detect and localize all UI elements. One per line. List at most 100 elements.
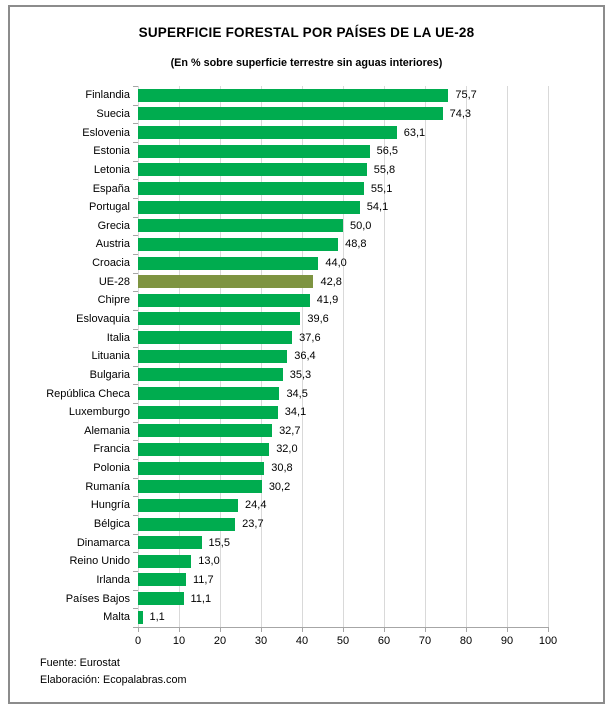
value-label: 23,7 — [242, 518, 264, 531]
x-tick-label: 30 — [254, 634, 268, 647]
category-label: Letonia — [93, 163, 130, 176]
bar-row: Italia 37,6 — [107, 328, 549, 347]
x-tick-label: 70 — [418, 634, 432, 647]
category-label: Lituania — [91, 350, 130, 363]
bar-row: Portugal 54,1 — [89, 198, 549, 217]
category-label: Polonia — [93, 462, 130, 475]
category-label: Portugal — [89, 201, 130, 214]
category-axis-tick — [133, 272, 138, 274]
chart-title: SUPERFICIE FORESTAL POR PAÍSES DE LA UE-… — [138, 25, 475, 40]
bar — [138, 126, 397, 140]
value-label: 44,0 — [325, 257, 347, 270]
bar-row: Finlandia 75,7 — [85, 86, 549, 105]
bar — [138, 387, 280, 401]
x-tick-label: 80 — [459, 634, 473, 647]
value-label: 42,8 — [320, 275, 342, 288]
bar — [138, 88, 449, 102]
value-label: 11,7 — [192, 573, 214, 586]
value-label: 32,0 — [276, 443, 298, 456]
bar-row: Croacia 44,0 — [92, 254, 549, 273]
value-label: 32,7 — [279, 424, 301, 437]
category-label: Italia — [106, 331, 130, 344]
category-axis-tick — [133, 347, 138, 349]
category-label: Grecia — [97, 219, 130, 232]
footer: Fuente: Eurostat Elaboración: Ecopalabra… — [40, 655, 186, 689]
value-label: 74,3 — [449, 107, 472, 120]
x-tick-label: 90 — [500, 634, 514, 647]
value-label: 55,1 — [370, 182, 393, 195]
bar-row: España 55,1 — [93, 179, 549, 198]
bar — [138, 293, 310, 307]
bar-row: Lituania 36,4 — [91, 347, 549, 366]
category-label: Bélgica — [93, 518, 130, 531]
value-label: 30,2 — [268, 480, 291, 493]
category-label: Francia — [93, 443, 130, 456]
category-axis-tick — [133, 291, 138, 293]
value-label: 15,5 — [208, 536, 230, 549]
elaboration-note: Elaboración: Ecopalabras.com — [40, 674, 187, 686]
bar-row: UE-28 42,8 — [99, 272, 549, 291]
value-label: 34,1 — [284, 406, 307, 419]
value-label: 36,4 — [294, 350, 316, 363]
value-label: 11,1 — [190, 592, 212, 605]
bar — [138, 256, 319, 270]
bar — [138, 536, 202, 550]
gridline — [466, 86, 467, 627]
bar-row: Letonia 55,8 — [94, 161, 549, 180]
bar-row: Polonia 30,8 — [93, 459, 549, 478]
category-axis-tick — [133, 589, 138, 591]
category-axis-tick — [133, 253, 138, 255]
bar-row: Rumanía 30,2 — [85, 477, 549, 496]
x-axis-tick — [138, 627, 139, 632]
category-label: Estonia — [93, 145, 130, 158]
bar-row: Suecia 74,3 — [96, 105, 549, 124]
category-label: Reino Unido — [69, 555, 130, 568]
bar — [138, 424, 273, 438]
plot-area: Finlandia 75,7 Suecia 74,3 Eslovenia 63,1 Esto… — [46, 86, 549, 628]
category-label: Hungría — [90, 499, 130, 512]
category-label: Austria — [95, 238, 130, 251]
category-axis-tick — [133, 123, 138, 125]
bar-row: Chipre 41,9 — [98, 291, 549, 310]
category-axis-tick — [133, 571, 138, 573]
chart-frame: SUPERFICIE FORESTAL POR PAÍSES DE LA UE-… — [8, 5, 605, 704]
value-label: 35,3 — [289, 368, 312, 381]
bar-row: Bélgica 23,7 — [94, 515, 549, 534]
category-label: Croacia — [92, 257, 130, 270]
bar-row: Malta 1,1 — [103, 608, 549, 627]
x-tick-label: 50 — [336, 634, 350, 647]
bar — [138, 498, 239, 512]
bar-row: Alemania 32,7 — [84, 422, 549, 441]
bar — [138, 163, 367, 177]
category-label: UE-28 — [98, 275, 130, 288]
gridline — [425, 86, 426, 627]
category-label: Eslovaquia — [76, 313, 130, 325]
category-label: Dinamarca — [76, 536, 130, 549]
x-tick-label: 40 — [295, 634, 309, 647]
gridline — [548, 86, 549, 627]
category-axis-tick — [133, 216, 138, 218]
x-tick-label: 20 — [213, 634, 227, 647]
value-label: 48,8 — [345, 238, 367, 251]
value-label: 13,0 — [198, 555, 220, 568]
bar — [138, 219, 343, 233]
category-axis-tick — [133, 403, 138, 405]
category-label: Bulgaria — [89, 368, 130, 381]
bar-row: Dinamarca 15,5 — [77, 533, 549, 552]
gridline — [343, 86, 344, 627]
category-axis-tick — [133, 421, 138, 423]
category-label: Chipre — [97, 294, 130, 307]
value-label: 50,0 — [350, 219, 372, 232]
x-axis-tick — [179, 627, 180, 632]
x-axis-tick — [384, 627, 385, 632]
bar — [138, 442, 270, 456]
x-axis-tick — [548, 627, 549, 632]
value-label: 41,9 — [316, 294, 339, 307]
value-label: 30,8 — [271, 462, 293, 475]
category-axis-tick — [133, 160, 138, 162]
x-axis-labels: 0 10 20 30 40 50 60 70 80 90 100 — [135, 634, 557, 650]
category-axis-tick — [133, 235, 138, 237]
category-axis-tick — [133, 496, 138, 498]
bar-row: República Checa 34,5 — [46, 384, 549, 403]
category-label: Finlandia — [85, 89, 130, 102]
